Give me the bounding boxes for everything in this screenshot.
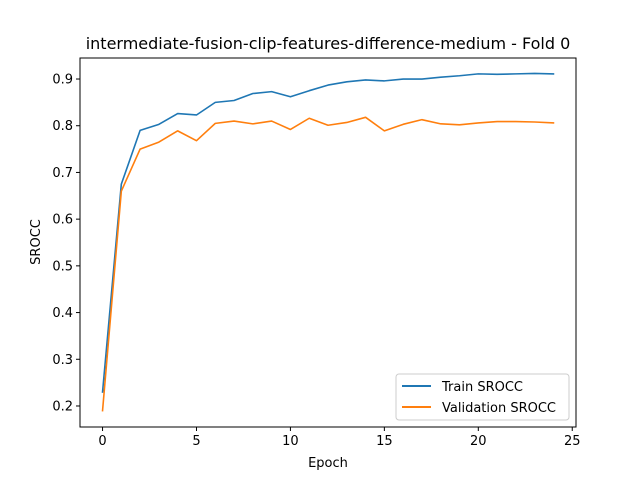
y-axis: 0.2 0.3 0.4 0.5 0.6 0.7 0.8 0.9 bbox=[52, 73, 80, 414]
y-tick-label: 0.7 bbox=[52, 166, 73, 181]
legend: Train SROCC Validation SROCC bbox=[395, 373, 570, 421]
y-tick-label: 0.2 bbox=[52, 399, 73, 414]
y-tick-label: 0.8 bbox=[52, 119, 73, 134]
axes-frame bbox=[79, 57, 577, 428]
legend-label-validation: Validation SROCC bbox=[442, 401, 556, 416]
y-tick-label: 0.9 bbox=[52, 73, 73, 88]
x-axis: 0 5 10 15 20 25 bbox=[98, 427, 581, 449]
series-line-train bbox=[101, 72, 555, 393]
x-tick-label: 25 bbox=[564, 434, 581, 449]
x-tick-label: 5 bbox=[192, 434, 200, 449]
plot-area bbox=[101, 72, 555, 412]
x-tick-label: 20 bbox=[470, 434, 487, 449]
legend-label-train: Train SROCC bbox=[441, 380, 523, 395]
y-tick-label: 0.6 bbox=[52, 213, 73, 228]
y-tick-label: 0.4 bbox=[52, 306, 73, 321]
chart-title: intermediate-fusion-clip-features-differ… bbox=[86, 34, 571, 53]
legend-box bbox=[395, 373, 570, 421]
x-tick-label: 10 bbox=[282, 434, 299, 449]
series-line-validation bbox=[101, 116, 555, 412]
x-axis-label: Epoch bbox=[308, 456, 348, 471]
y-axis-label: SROCC bbox=[29, 219, 44, 265]
y-tick-label: 0.5 bbox=[52, 259, 73, 274]
x-tick-label: 15 bbox=[376, 434, 393, 449]
y-tick-label: 0.3 bbox=[52, 353, 73, 368]
x-tick-label: 0 bbox=[98, 434, 106, 449]
